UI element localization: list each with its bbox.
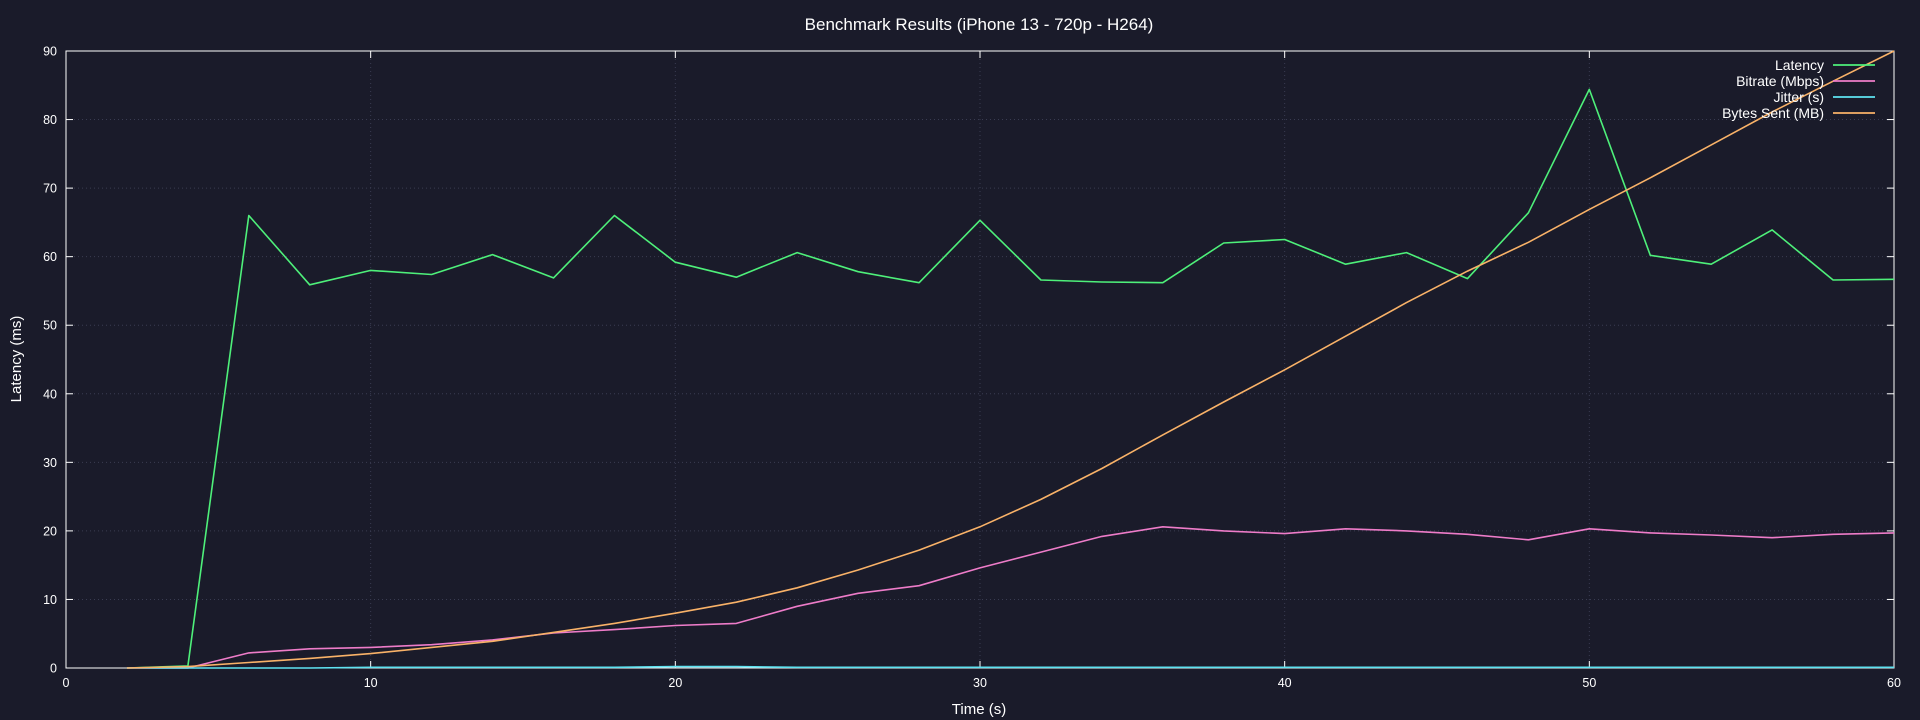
legend-label-bitrate-mbps: Bitrate (Mbps) [1736,73,1824,89]
y-tick-label: 0 [50,662,57,676]
y-tick-label: 70 [43,182,57,196]
x-axis-label: Time (s) [952,701,1006,718]
x-tick-label: 50 [1582,676,1596,690]
grid-lines [66,51,1894,668]
legend-label-jitter-s: Jitter (s) [1773,89,1824,105]
x-tick-label: 10 [364,676,378,690]
series-lines [126,50,1895,669]
series-line-jitter-s [126,665,1894,669]
y-tick-label: 40 [43,387,57,401]
series-line-bytes-sent-mb [126,50,1895,669]
y-tick-label: 20 [43,524,57,538]
y-tick-label: 10 [43,593,57,607]
y-tick-label: 60 [43,250,57,264]
x-tick-label: 40 [1278,676,1292,690]
y-axis-label: Latency (ms) [8,316,25,403]
chart-title: Benchmark Results (iPhone 13 - 720p - H2… [805,15,1154,34]
x-tick-label: 30 [973,676,987,690]
y-tick-label: 90 [43,45,57,59]
x-tick-label: 0 [63,676,70,690]
series-line-latency [126,88,1895,669]
y-tick-label: 50 [43,319,57,333]
legend-label-latency: Latency [1775,57,1824,73]
series-line-bitrate-mbps [126,525,1895,669]
x-tick-label: 20 [668,676,682,690]
x-tick-label: 60 [1887,676,1901,690]
y-tick-label: 80 [43,113,57,127]
legend-label-bytes-sent-mb: Bytes Sent (MB) [1722,105,1824,121]
y-tick-label: 30 [43,456,57,470]
